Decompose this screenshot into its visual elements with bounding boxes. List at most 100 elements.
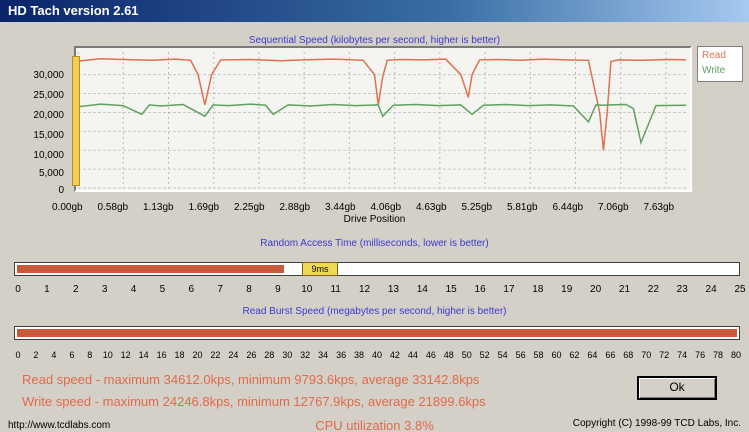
series-line-write: [77, 103, 687, 146]
access-tick-label: 22: [647, 284, 659, 295]
x-tick-label: 0.00gb: [52, 202, 83, 213]
access-tick-label: 7: [217, 284, 223, 295]
burst-tick-label: 46: [425, 350, 436, 360]
burst-tick-label: 28: [264, 350, 275, 360]
access-tick-label: 19: [561, 284, 573, 295]
x-tick-label: 2.25gb: [234, 202, 265, 213]
burst-tick-label: 32: [300, 350, 311, 360]
burst-tick-label: 68: [623, 350, 634, 360]
burst-tick-label: 44: [407, 350, 418, 360]
burst-tick-label: 80: [730, 350, 742, 360]
x-tick-label: 4.06gb: [370, 202, 402, 213]
y-tick-label: 20,000: [33, 110, 64, 121]
access-tick-label: 11: [330, 284, 341, 295]
x-tick-label: 7.06gb: [598, 202, 629, 213]
x-tick-label: 7.63gb: [643, 202, 675, 213]
footer-copyright: Copyright (C) 1998-99 TCD Labs, Inc.: [572, 418, 741, 429]
access-tick-label: 24: [705, 284, 717, 295]
burst-tick-label: 62: [569, 350, 580, 360]
sequential-chart-svg: [77, 52, 687, 189]
x-tick-label: 5.25gb: [461, 202, 493, 213]
access-tick-label: 6: [188, 284, 195, 295]
access-tick-label: 20: [590, 284, 602, 295]
burst-tick-label: 38: [354, 350, 365, 360]
read-speed-stats: Read speed - maximum 34612.0kps, minimum…: [22, 372, 480, 387]
y-tick-label: 30,000: [33, 70, 64, 81]
legend-write: Write: [702, 65, 742, 76]
access-time-ticks: 0 1 2 3 4 5 6 7 8 9 10 11 12 13 14 15 16 17 18 19 20 21 22 23 24…: [0, 284, 749, 298]
burst-tick-label: 78: [713, 350, 724, 360]
y-tick-label: 15,000: [33, 130, 64, 141]
write-speed-stats: Write speed - maximum 24246.8kps, minimu…: [22, 394, 486, 409]
burst-tick-label: 52: [479, 350, 490, 360]
access-tick-label: 23: [676, 284, 688, 295]
x-tick-label: 0.58gb: [97, 202, 129, 213]
burst-speed-bar: [14, 326, 740, 340]
burst-tick-label: 10: [102, 350, 113, 360]
access-tick-label: 0: [15, 284, 21, 295]
burst-tick-label: 76: [695, 350, 706, 360]
access-time-fill: [17, 265, 284, 273]
sequential-chart: [74, 46, 692, 192]
access-time-title: Random Access Time (milliseconds, lower …: [260, 238, 489, 249]
burst-tick-label: 22: [210, 350, 221, 360]
burst-tick-label: 50: [461, 350, 472, 360]
title-bar[interactable]: HD Tach version 2.61: [0, 0, 749, 22]
access-tick-label: 15: [445, 284, 457, 295]
burst-tick-label: 58: [533, 350, 544, 360]
burst-tick-label: 8: [87, 350, 93, 360]
burst-tick-label: 60: [551, 350, 562, 360]
burst-tick-label: 18: [174, 350, 185, 360]
access-tick-label: 16: [474, 284, 486, 295]
burst-tick-label: 56: [515, 350, 526, 360]
burst-tick-label: 2: [33, 350, 39, 360]
x-tick-label: 4.63gb: [416, 202, 447, 213]
access-tick-label: 5: [159, 284, 166, 295]
access-tick-label: 12: [358, 284, 371, 295]
burst-tick-label: 20: [192, 350, 203, 360]
y-tick-label: 25,000: [33, 90, 64, 101]
chart-side-bar: [72, 56, 80, 186]
burst-tick-label: 66: [605, 350, 616, 360]
burst-tick-label: 6: [69, 350, 75, 360]
burst-tick-label: 40: [371, 350, 383, 360]
series-line-read: [77, 58, 687, 151]
ok-button[interactable]: Ok: [637, 376, 717, 400]
chart-legend: Read Write: [697, 46, 743, 82]
access-tick-label: 25: [734, 284, 746, 295]
access-tick-label: 9: [275, 284, 281, 295]
window-title: HD Tach version 2.61: [8, 3, 139, 18]
access-tick-label: 3: [101, 284, 108, 295]
burst-tick-label: 42: [389, 350, 400, 360]
burst-tick-label: 34: [318, 350, 329, 360]
burst-tick-label: 54: [497, 350, 508, 360]
burst-tick-label: 64: [587, 350, 598, 360]
burst-tick-label: 14: [138, 350, 149, 360]
access-tick-label: 2: [72, 284, 79, 295]
footer-url[interactable]: http://www.tcdlabs.com: [8, 420, 111, 431]
burst-tick-label: 74: [677, 350, 688, 360]
y-tick-label: 5,000: [38, 168, 64, 179]
legend-write-label: Write: [702, 65, 726, 76]
x-tick-label: 1.13gb: [143, 202, 174, 213]
legend-read: Read: [702, 50, 742, 61]
x-tick-label: 5.81gb: [507, 202, 538, 213]
x-tick-label: 2.88gb: [279, 202, 311, 213]
y-tick-label: 10,000: [33, 150, 64, 161]
sequential-chart-title: Sequential Speed (kilobytes per second, …: [248, 35, 501, 46]
legend-read-label: Read: [702, 50, 726, 61]
burst-tick-label: 30: [282, 350, 293, 360]
burst-tick-label: 26: [246, 350, 257, 360]
access-tick-label: 4: [130, 284, 137, 295]
burst-speed-title: Read Burst Speed (megabytes per second, …: [242, 306, 507, 317]
burst-tick-label: 16: [156, 350, 167, 360]
x-tick-label: 3.44gb: [325, 202, 356, 213]
access-tick-label: 18: [532, 284, 544, 295]
y-tick-label: 0: [58, 185, 64, 196]
x-tick-label: 6.44gb: [552, 202, 584, 213]
burst-speed-fill: [17, 329, 737, 337]
burst-tick-label: 0: [15, 350, 21, 360]
access-tick-label: 21: [618, 284, 631, 295]
x-axis-label: Drive Position: [343, 214, 406, 225]
